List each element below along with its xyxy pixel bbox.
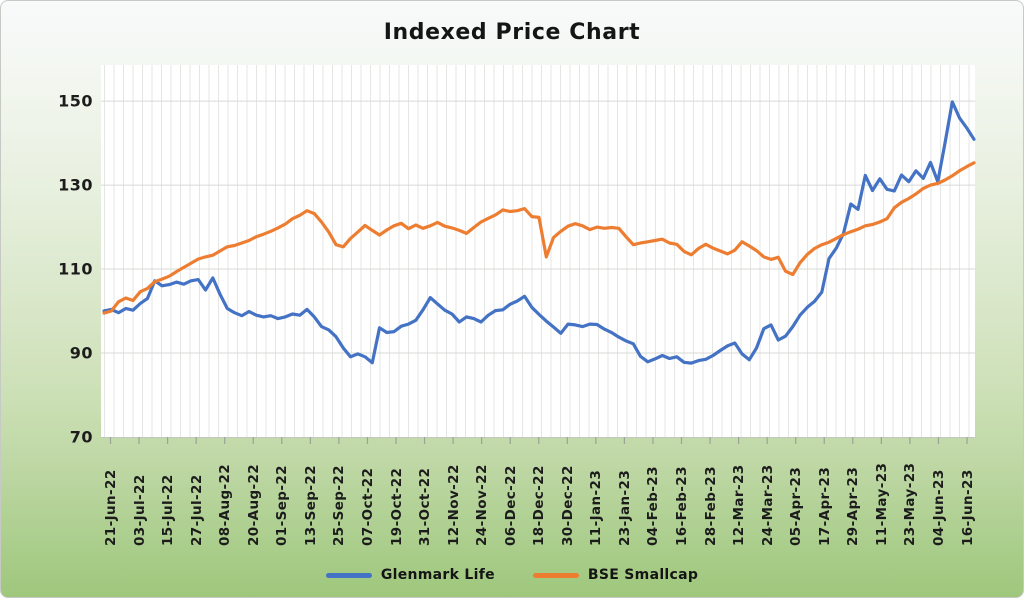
y-tick-label: 130 (58, 175, 93, 195)
x-tick-label: 01-Sep-22 (274, 465, 291, 546)
x-tick-label: 11-May-23 (873, 462, 890, 546)
chart-title: Indexed Price Chart (383, 20, 641, 45)
x-tick-label: 07-Oct-22 (359, 467, 376, 546)
x-tick-label: 28-Feb-23 (702, 466, 719, 546)
x-tick-label: 11-Jan-23 (588, 469, 605, 546)
y-tick-label: 150 (58, 91, 93, 111)
y-tick-label: 90 (69, 343, 93, 363)
x-tick-label: 17-Apr-23 (816, 466, 833, 546)
x-tick-label: 12-Mar-23 (731, 464, 748, 546)
legend: Glenmark Life BSE Smallcap (1, 567, 1023, 583)
x-tick-label: 29-Apr-23 (845, 466, 862, 546)
x-tick-label: 31-Oct-22 (417, 467, 434, 546)
series-line-bse-smallcap (102, 161, 976, 315)
x-tick-label: 19-Oct-22 (388, 467, 405, 546)
bse-smallcap-line-swatch (532, 572, 579, 578)
series-line-glenmark-life (102, 100, 976, 365)
x-tick-label: 25-Sep-22 (331, 465, 348, 546)
x-tick-label: 16-Jun-23 (959, 469, 976, 546)
x-tick-label: 12-Nov-22 (445, 464, 462, 546)
legend-label: BSE Smallcap (587, 567, 699, 583)
glenmark-life-line-swatch (325, 572, 372, 578)
x-tick-label: 16-Feb-23 (674, 466, 690, 546)
x-tick-label: 13-Sep-22 (302, 465, 319, 546)
x-tick-label: 24-Nov-22 (474, 464, 491, 546)
x-tick-label: 27-Jul-22 (188, 474, 205, 546)
y-tick-label: 70 (69, 427, 93, 447)
x-tick-label: 23-May-23 (902, 462, 919, 546)
x-tick-label: 30-Dec-22 (559, 465, 576, 546)
x-tick-label: 23-Jan-23 (616, 469, 633, 546)
legend-label: Glenmark Life (380, 567, 495, 583)
x-tick-label: 18-Dec-22 (531, 465, 548, 546)
x-tick-label: 04-Jun-23 (930, 469, 947, 546)
y-tick-label: 110 (58, 259, 93, 279)
x-tick-label: 24-Mar-23 (759, 464, 776, 546)
x-tick-label: 21-Jun-22 (103, 469, 119, 546)
x-tick-label: 08-Aug-22 (217, 463, 234, 546)
x-tick-label: 05-Apr-23 (788, 466, 805, 546)
legend-item-glenmark-life: Glenmark Life (325, 567, 495, 583)
x-tick-label: 15-Jul-22 (160, 474, 177, 546)
x-tick-label: 03-Jul-22 (131, 474, 148, 546)
x-tick-label: 20-Aug-22 (245, 463, 262, 546)
x-tick-label: 06-Dec-22 (502, 465, 519, 546)
plot-background (101, 65, 975, 437)
x-tick-label: 04-Feb-23 (645, 466, 662, 546)
legend-item-bse-smallcap: BSE Smallcap (532, 567, 699, 583)
